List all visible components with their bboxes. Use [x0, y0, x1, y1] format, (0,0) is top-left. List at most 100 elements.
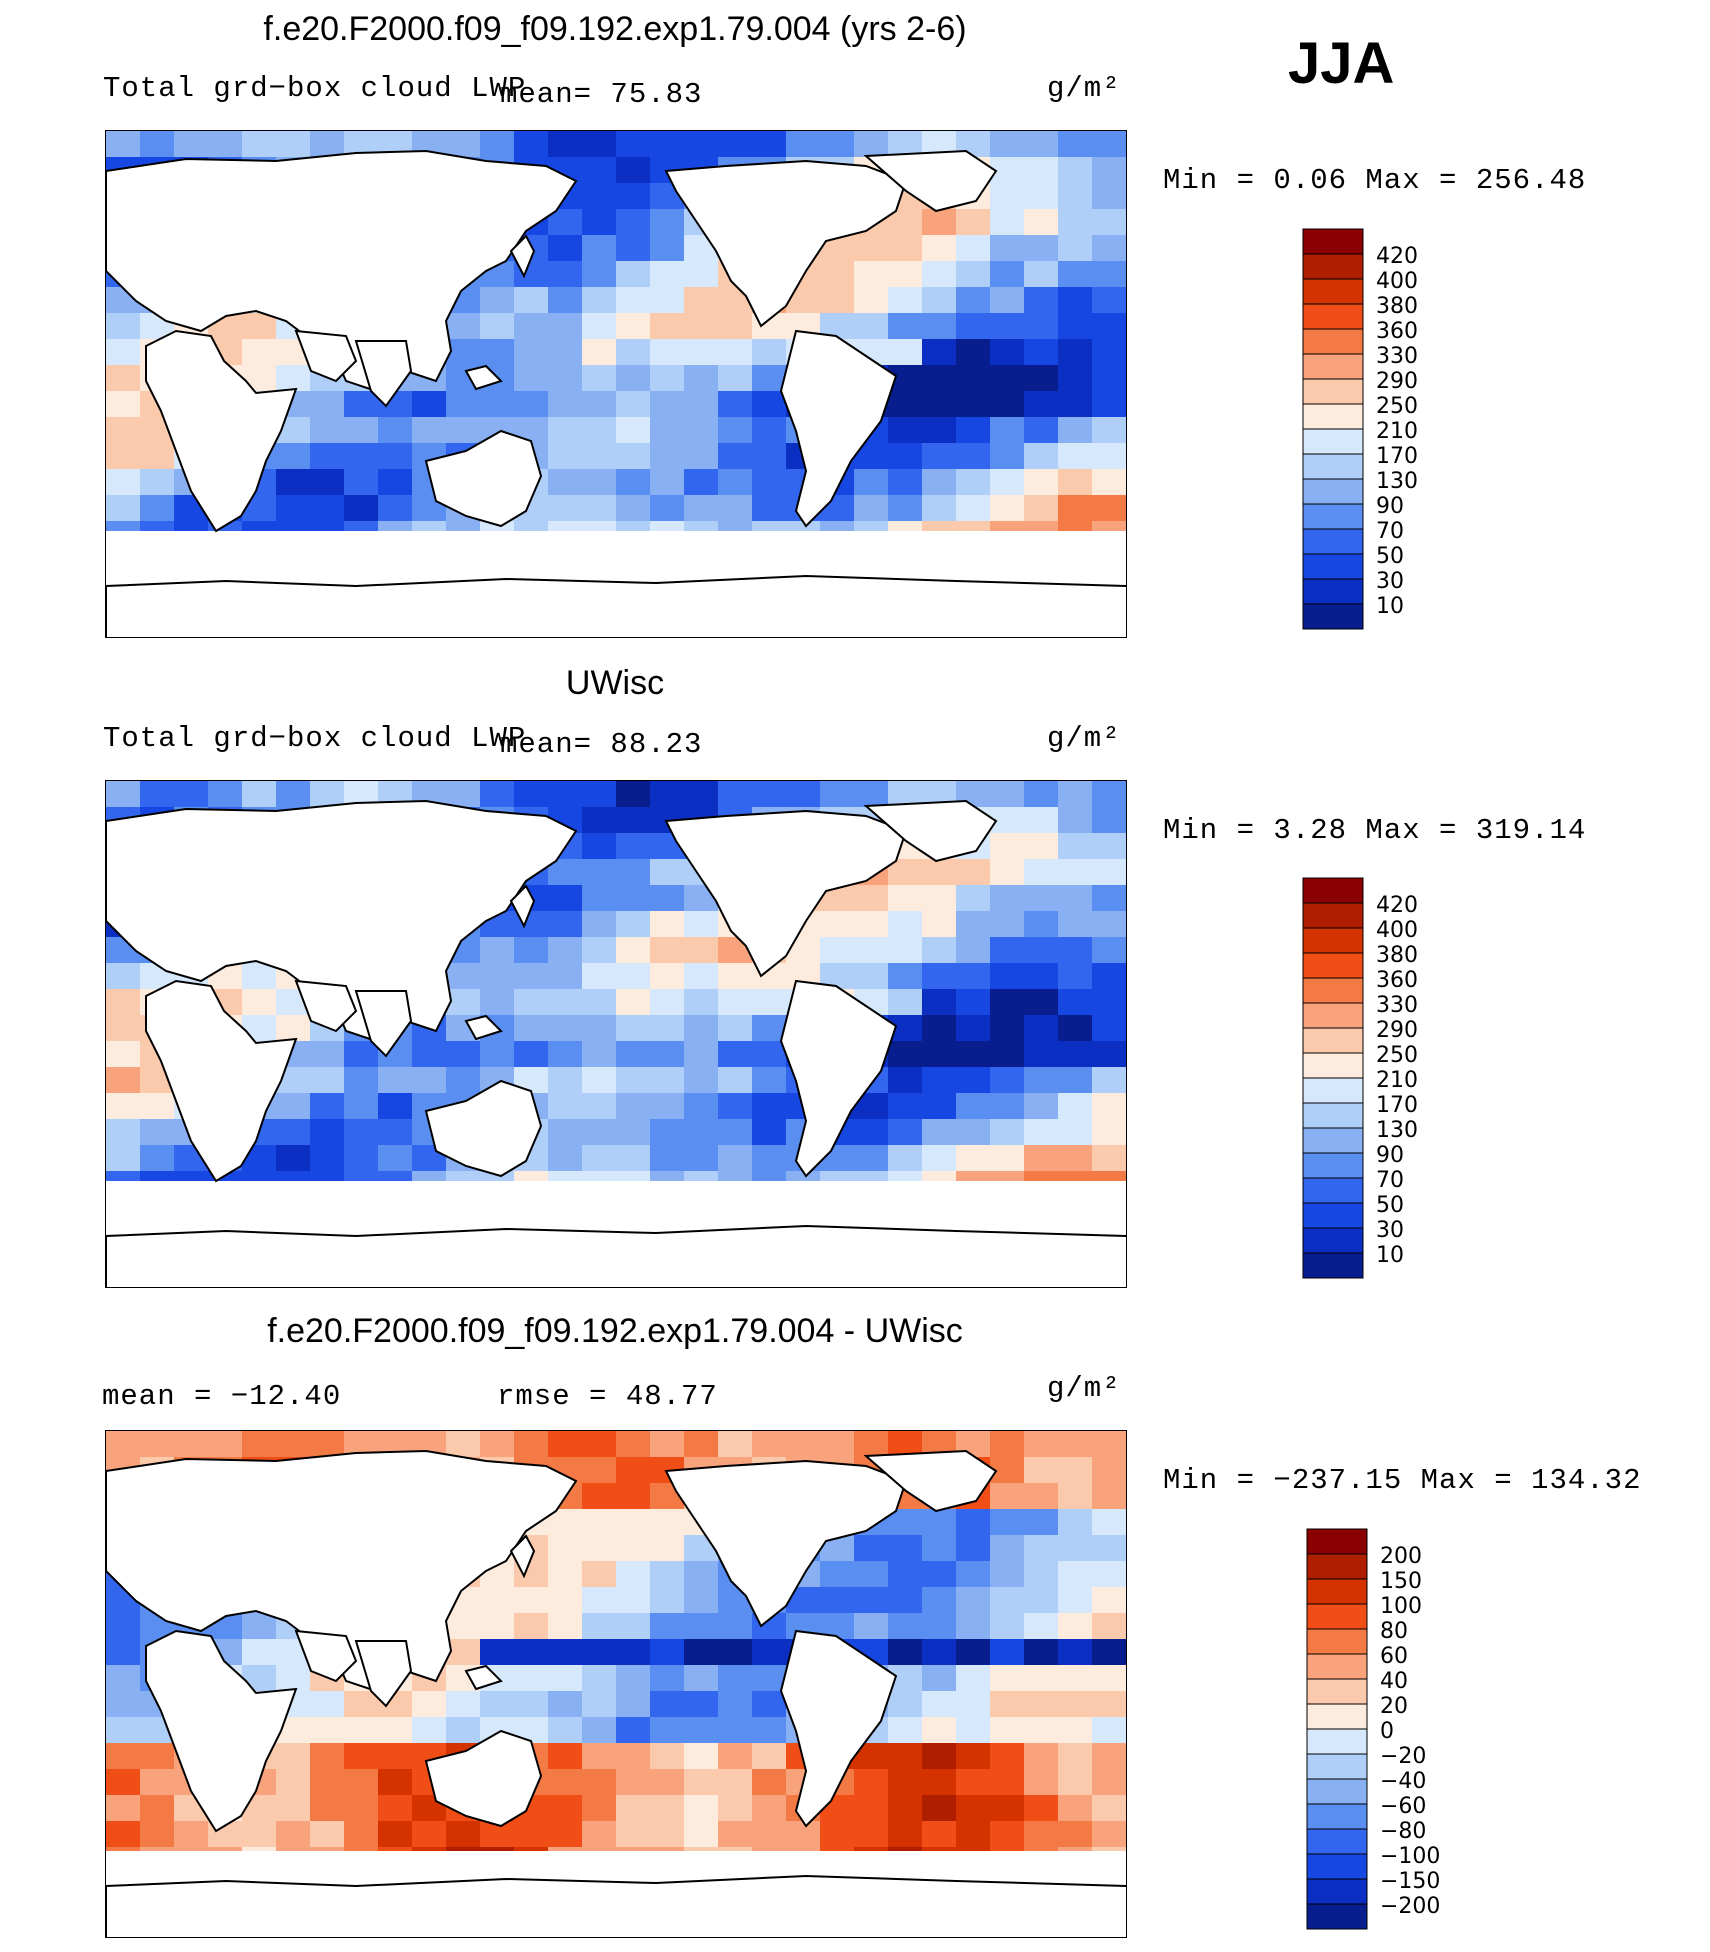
map-cell	[684, 1041, 719, 1068]
map-cell	[1126, 157, 1127, 184]
panel2-map	[105, 780, 1127, 1288]
map-cell	[684, 1665, 719, 1692]
map-cell	[1126, 287, 1127, 314]
map-cell	[922, 495, 957, 522]
map-cell	[718, 131, 753, 158]
map-cell	[106, 443, 141, 470]
map-cell	[718, 1613, 753, 1640]
map-cell	[650, 1769, 685, 1796]
map-cell	[480, 1041, 515, 1068]
map-cell	[1092, 183, 1126, 210]
map-cell	[752, 1067, 787, 1094]
land-outline	[106, 574, 1126, 637]
colorbar-swatch	[1302, 378, 1364, 405]
map-cell	[276, 1119, 311, 1146]
map-cell	[888, 417, 923, 444]
map-cell	[1126, 1249, 1127, 1276]
map-cell	[752, 443, 787, 470]
map-cell	[854, 1561, 889, 1588]
map-cell	[650, 989, 685, 1016]
map-cell	[1058, 1431, 1093, 1458]
map-cell	[616, 443, 651, 470]
colorbar-swatch	[1302, 1152, 1364, 1179]
map-cell	[990, 417, 1025, 444]
colorbar-swatch	[1302, 952, 1364, 979]
map-cell	[684, 1691, 719, 1718]
map-cell	[1058, 807, 1093, 834]
map-cell	[1024, 1431, 1059, 1458]
map-cell	[1092, 443, 1126, 470]
map-cell	[548, 1743, 583, 1770]
map-cell	[616, 1821, 651, 1848]
land-outline	[464, 884, 536, 1041]
map-cell	[990, 1535, 1025, 1562]
map-cell	[922, 937, 957, 964]
map-cell	[1024, 1665, 1059, 1692]
map-cell	[1058, 1119, 1093, 1146]
map-cell	[820, 1821, 855, 1848]
map-cell	[718, 1691, 753, 1718]
map-cell	[820, 287, 855, 314]
map-cell	[650, 1535, 685, 1562]
colorbar-swatch	[1302, 1002, 1364, 1029]
map-cell	[1126, 547, 1127, 574]
colorbar-tick-label: 170	[1376, 1093, 1418, 1118]
map-cell	[548, 469, 583, 496]
map-cell	[582, 391, 617, 418]
map-cell	[310, 1717, 345, 1744]
colorbar-tick-label: −150	[1380, 1869, 1440, 1894]
map-cell	[922, 1119, 957, 1146]
map-cell	[514, 1691, 549, 1718]
map-cell	[242, 131, 277, 158]
map-cell	[752, 1431, 787, 1458]
map-cell	[1126, 1717, 1127, 1744]
map-cell	[582, 1769, 617, 1796]
map-cell	[548, 1561, 583, 1588]
map-cell	[820, 911, 855, 938]
map-cell	[276, 1665, 311, 1692]
map-cell	[1058, 1561, 1093, 1588]
map-cell	[1024, 963, 1059, 990]
map-cell	[1126, 1561, 1127, 1588]
panel1-subtitle: Total grd−box cloud LWP	[103, 72, 527, 105]
colorbar-swatch	[1302, 228, 1364, 255]
map-cell	[1126, 1535, 1127, 1562]
map-cell	[684, 391, 719, 418]
map-cell	[1126, 209, 1127, 236]
panel2-colorbar: 420 400 380 360 330 290 250 210 170 130 90 70 50 30 10	[1302, 877, 1462, 1282]
map-cell	[1058, 1067, 1093, 1094]
map-cell	[650, 391, 685, 418]
map-cell	[650, 1067, 685, 1094]
map-cell	[1024, 937, 1059, 964]
map-cell	[378, 1067, 413, 1094]
map-cell	[514, 781, 549, 808]
map-cell	[1092, 1015, 1126, 1042]
map-cell	[1058, 287, 1093, 314]
map-cell	[990, 235, 1025, 262]
land-outline	[106, 1224, 1126, 1287]
colorbar-swatch	[1302, 453, 1364, 480]
map-cell	[106, 1821, 141, 1848]
colorbar-swatch	[1306, 1903, 1368, 1930]
map-cell	[582, 1041, 617, 1068]
map-cell	[752, 989, 787, 1016]
map-cell	[310, 1145, 345, 1172]
map-cell	[480, 313, 515, 340]
map-cell	[956, 261, 991, 288]
colorbar-tick-label: 360	[1376, 319, 1418, 344]
map-cell	[1024, 287, 1059, 314]
colorbar-tick-label: 130	[1376, 1118, 1418, 1143]
colorbar-swatch	[1302, 603, 1364, 630]
map-cell	[548, 443, 583, 470]
map-cell	[956, 1509, 991, 1536]
colorbar-swatch	[1302, 1202, 1364, 1229]
map-cell	[888, 1535, 923, 1562]
map-cell	[548, 1613, 583, 1640]
map-cell	[548, 1691, 583, 1718]
map-cell	[412, 1821, 447, 1848]
map-cell	[684, 1821, 719, 1848]
map-cell	[1092, 807, 1126, 834]
map-cell	[684, 469, 719, 496]
map-cell	[990, 209, 1025, 236]
map-cell	[480, 1639, 515, 1666]
